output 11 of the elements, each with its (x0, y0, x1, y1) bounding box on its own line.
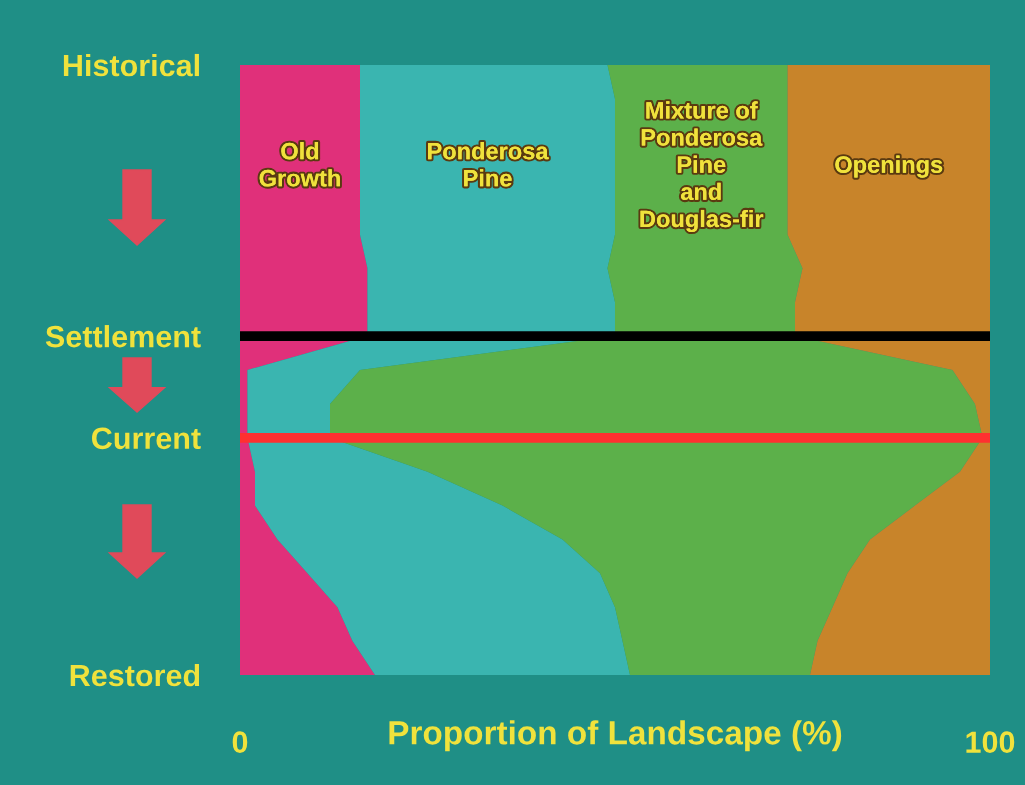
y-tick-label: Current (92, 427, 201, 450)
series-label: Old Growth (259, 142, 340, 187)
x-tick-label: 0 (232, 731, 248, 753)
series-label: Openings (835, 155, 943, 178)
x-tick-label: 100 (966, 731, 1015, 753)
y-tick-label: Restored (70, 663, 200, 687)
x-axis-title: Proportion of Landscape (%) (389, 720, 842, 752)
series-label: Ponderosa Pine (428, 142, 549, 187)
y-tick-label: Historical (63, 53, 199, 77)
series-label: Mixture of Ponderosa Pine and Douglas-fir (640, 101, 764, 233)
y-tick-label: Settlement (45, 325, 201, 348)
